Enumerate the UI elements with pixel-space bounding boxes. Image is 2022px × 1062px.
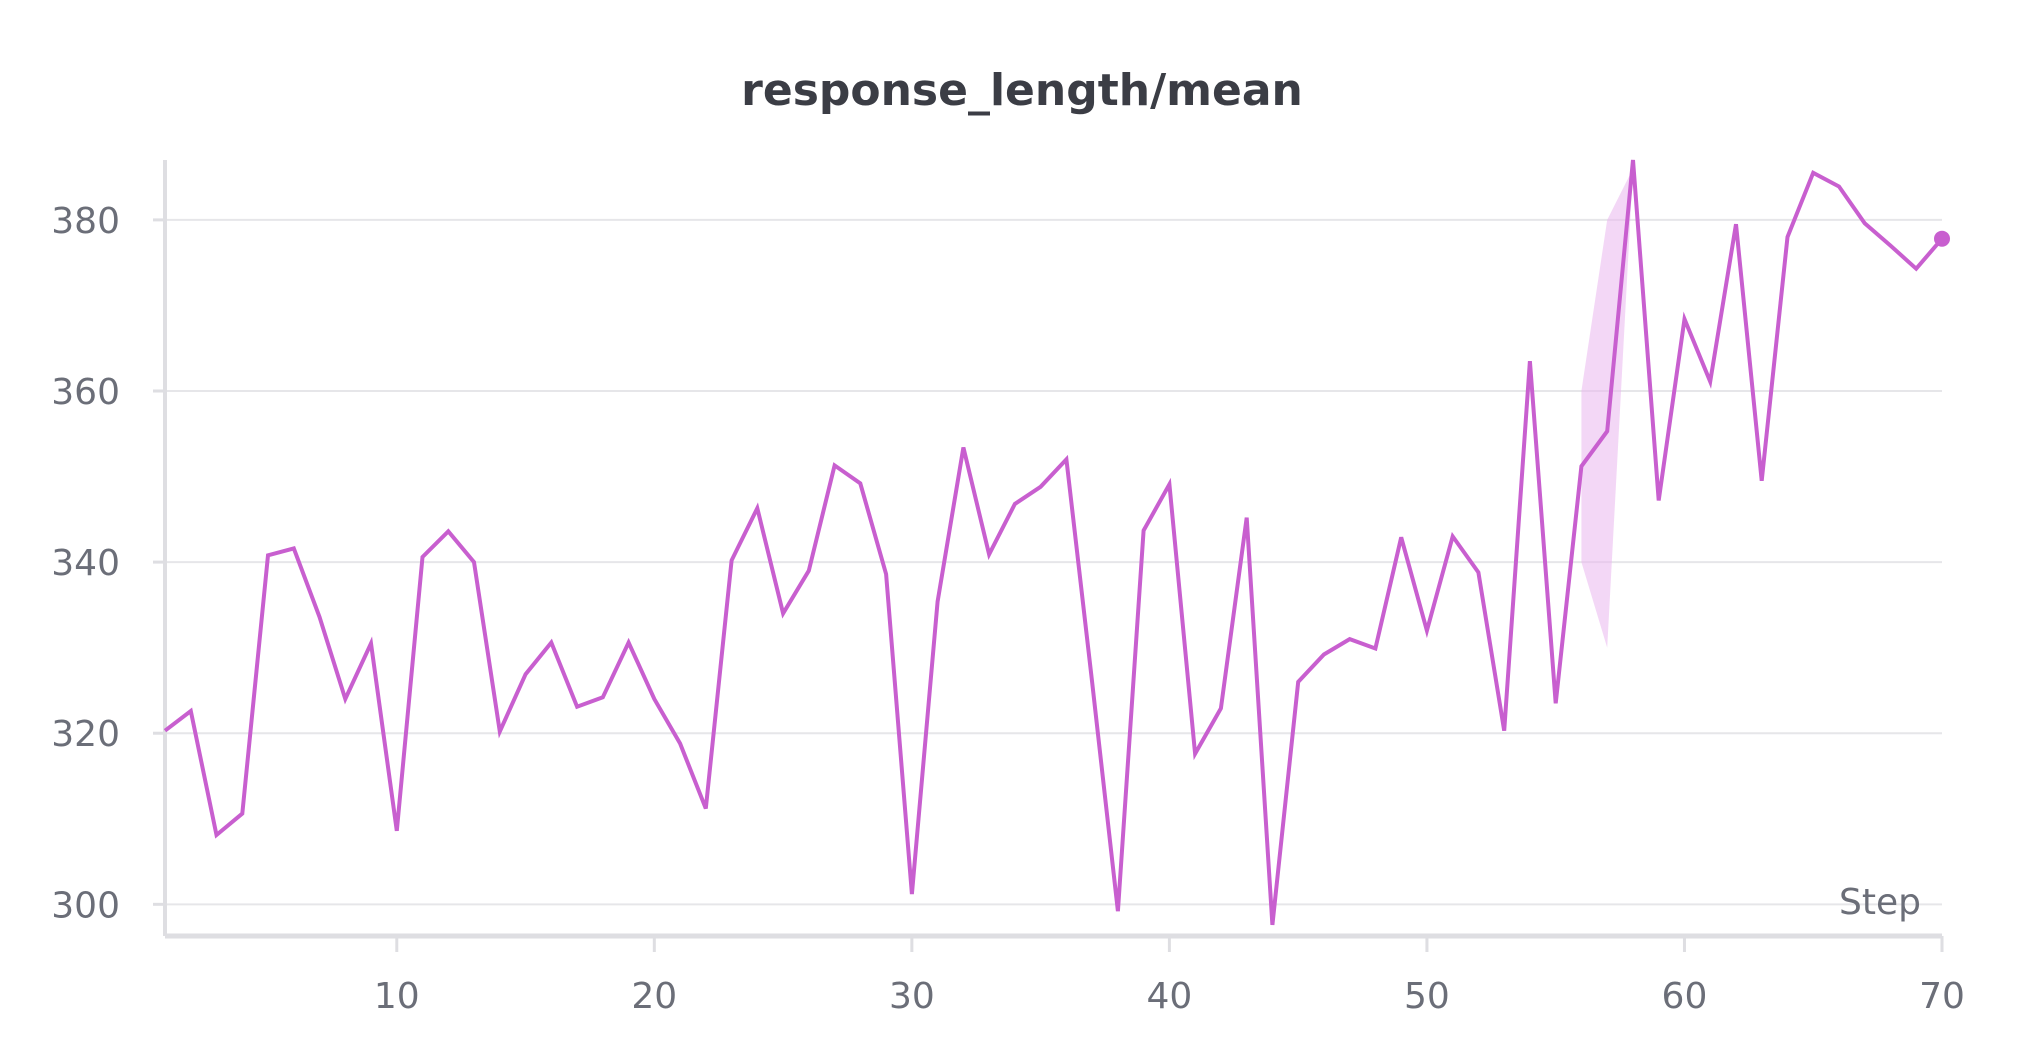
last-point-marker xyxy=(1934,230,1950,247)
y-tick-label: 360 xyxy=(51,372,120,413)
axes: 300 320 340 360 380 10 20 30 40 50 60 70 xyxy=(51,160,1965,1017)
y-tick-label: 320 xyxy=(51,714,120,755)
x-tick-label: 40 xyxy=(1146,976,1192,1017)
x-tick-label: 70 xyxy=(1919,976,1965,1017)
x-tick-label: 30 xyxy=(889,976,935,1017)
chart-title: response_length/mean xyxy=(741,65,1303,116)
x-tick-label: 10 xyxy=(374,976,420,1017)
y-tick-label: 380 xyxy=(51,201,120,242)
grid xyxy=(165,218,1942,906)
x-axis-label: Step xyxy=(1839,882,1921,923)
x-tick-label: 60 xyxy=(1662,976,1708,1017)
x-tick-label: 50 xyxy=(1404,976,1450,1017)
y-tick-label: 340 xyxy=(51,543,120,584)
y-tick-label: 300 xyxy=(51,885,120,926)
series-line xyxy=(163,159,1950,926)
x-tick-label: 20 xyxy=(631,976,677,1017)
data-line xyxy=(163,159,1944,926)
